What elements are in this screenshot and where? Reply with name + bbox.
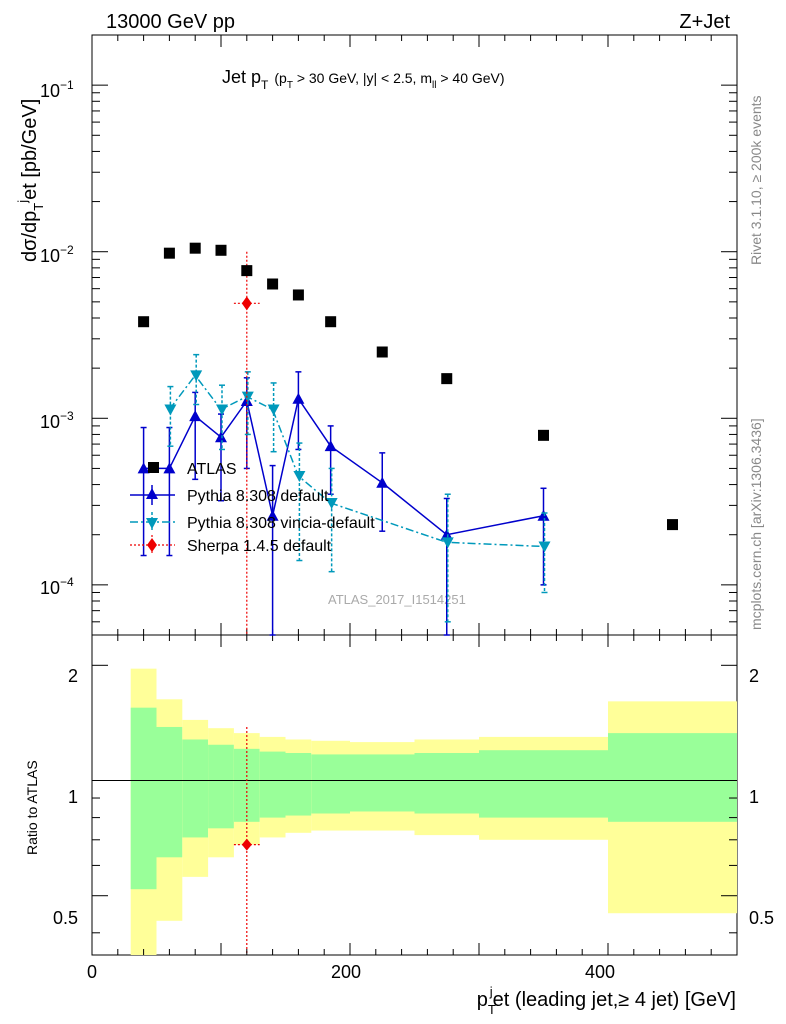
ratio-y-tick-label: 0.5 — [53, 908, 78, 928]
top-y-tick-label: 10−4 — [40, 575, 74, 598]
ratio-y-tick-label: 2 — [68, 666, 78, 686]
vincia-point — [216, 404, 228, 416]
atlas-data-point — [441, 373, 453, 385]
legend-entry-atlas: ATLAS — [148, 461, 237, 478]
vincia-point — [441, 537, 454, 549]
top-y-tick-labels: 10−1 10−2 10−3 10−4 — [40, 78, 74, 598]
atlas-data-point — [292, 289, 304, 301]
pythia-point — [137, 462, 150, 474]
vincia-point — [241, 391, 254, 403]
ratio-inner-band — [311, 754, 350, 814]
ratio-inner-band — [285, 753, 312, 816]
x-axis-label: pTjet (leading jet,≥ 4 jet) [GeV] — [477, 984, 736, 1017]
legend-label: ATLAS — [187, 461, 237, 478]
vincia-point — [164, 404, 177, 416]
axis-ticks — [91, 34, 738, 955]
legend: ATLAS Pythia 8.308 default Pythia 8.308 … — [130, 461, 375, 555]
legend-label: Sherpa 1.4.5 default — [187, 538, 332, 555]
pythia-point — [292, 392, 305, 404]
ratio-y-tick-label-right: 2 — [749, 666, 759, 686]
ratio-uncertainty-bands — [92, 668, 737, 955]
ratio-y-tick-label: 1 — [68, 787, 78, 807]
ratio-inner-band — [233, 748, 260, 822]
y-axis-label-ratio: Ratio to ATLAS — [24, 760, 40, 855]
ratio-inner-band — [414, 753, 479, 814]
vincia-point — [538, 541, 551, 553]
atlas-data-point — [163, 247, 175, 259]
top-y-tick-label: 10−2 — [40, 243, 74, 266]
pythia-point — [440, 528, 453, 540]
atlas-data-point — [241, 265, 253, 277]
mcplots-label: mcplots.cern.ch [arXiv:1306.3436] — [748, 418, 764, 630]
analysis-tag: ATLAS_2017_I1514251 — [328, 592, 466, 607]
ratio-y-tick-label-right: 1 — [749, 787, 759, 807]
ratio-inner-band — [608, 733, 737, 822]
legend-diamond-marker — [147, 538, 157, 552]
ratio-inner-band — [182, 739, 209, 838]
legend-triangle-down-marker — [146, 518, 158, 529]
pythia-point — [376, 476, 389, 488]
ratio-inner-band — [350, 754, 415, 812]
header-left: 13000 GeV pp — [106, 11, 235, 33]
x-tick-label: 200 — [331, 962, 361, 982]
pythia-point — [537, 509, 550, 521]
vincia-point — [267, 404, 280, 416]
atlas-data-point — [215, 244, 227, 256]
ratio-inner-band — [208, 744, 234, 829]
ratio-y-tick-labels: 2 1 0.5 2 1 0.5 — [53, 666, 774, 928]
sherpa-point — [241, 296, 252, 311]
top-y-tick-label: 10−1 — [40, 78, 74, 101]
ratio-inner-band — [259, 751, 286, 818]
pythia-point — [189, 410, 202, 422]
top-y-tick-label: 10−3 — [40, 409, 74, 432]
sherpa-ratio-marker — [241, 838, 252, 851]
pythia-point — [266, 509, 279, 521]
atlas-data-point — [538, 429, 549, 441]
x-tick-label: 0 — [87, 962, 97, 982]
legend-entry-pythia: Pythia 8.308 default — [130, 485, 329, 505]
plot-title: Jet pT (pT > 30 GeV, |y| < 2.5, mll > 40 … — [222, 67, 505, 92]
ratio-inner-band — [130, 707, 157, 890]
vincia-point — [325, 498, 338, 510]
legend-entry-vincia: Pythia 8.308 vincia-default — [130, 512, 375, 532]
ratio-inner-band — [156, 726, 183, 858]
legend-label: Pythia 8.308 vincia-default — [187, 515, 375, 532]
header-right: Z+Jet — [679, 11, 730, 33]
data-series — [137, 242, 678, 636]
pythia-point — [163, 462, 176, 474]
vincia-line — [168, 374, 544, 548]
x-tick-labels: 0 200 400 — [87, 962, 615, 982]
atlas-data-point — [667, 519, 678, 531]
legend-triangle-up-marker — [146, 488, 158, 499]
vincia-point — [190, 370, 203, 382]
vincia-point — [293, 471, 306, 483]
atlas-data-point — [376, 346, 388, 358]
rivet-label: Rivet 3.1.10, ≥ 200k events — [748, 95, 764, 265]
atlas-data-point — [138, 316, 150, 328]
ratio-y-tick-label-right: 0.5 — [749, 908, 774, 928]
ratio-inner-band — [479, 750, 608, 818]
atlas-data-point — [189, 242, 201, 254]
atlas-data-point — [325, 316, 337, 328]
pythia-point — [215, 431, 227, 443]
y-axis-label-main: dσ/dpTjet [pb/GeV] — [15, 99, 46, 262]
x-tick-label: 400 — [585, 962, 615, 982]
pythia-point — [324, 440, 337, 452]
legend-label: Pythia 8.308 default — [187, 488, 329, 505]
legend-square-marker — [148, 462, 159, 473]
legend-entry-sherpa: Sherpa 1.4.5 default — [130, 535, 332, 555]
atlas-data-point — [267, 278, 279, 290]
